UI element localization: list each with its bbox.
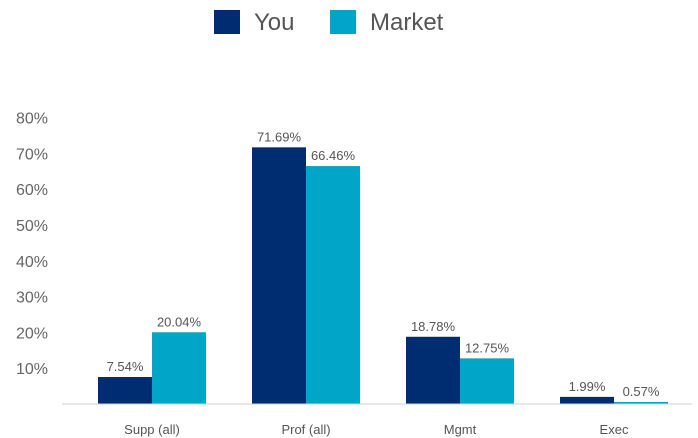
bar-market-1 [306,166,360,404]
x-category-label: Mgmt [444,422,477,437]
data-label: 12.75% [465,340,510,355]
bar-market-3 [614,401,668,404]
bar-series [98,147,668,404]
x-axis: Supp (all) Prof (all) Mgmt Exec [124,422,629,437]
bar-you-0 [98,377,152,404]
data-label: 71.69% [257,129,302,144]
y-tick-label: 50% [16,218,48,235]
y-tick-label: 80% [16,111,48,128]
y-tick-label: 70% [16,146,48,163]
bar-market-0 [152,332,206,404]
y-tick-label: 60% [16,182,48,199]
data-labels: 7.54% 20.04% 71.69% 66.46% 18.78% 12.75% 1.99%… [107,129,660,399]
y-tick-label: 20% [16,325,48,342]
legend-label: Market [370,9,444,36]
data-label: 20.04% [157,314,202,329]
x-category-label: Supp (all) [124,422,180,437]
y-tick-label: 30% [16,290,48,307]
bar-you-2 [406,336,460,404]
data-label: 7.54% [107,359,144,374]
y-axis: 10% 20% 30% 40% 50% 60% 70% 80% [16,111,48,379]
x-category-label: Exec [600,422,629,437]
y-tick-label: 40% [16,254,48,271]
data-label: 66.46% [311,148,356,163]
legend-swatch-market [330,10,356,34]
bar-you-3 [560,396,614,404]
data-label: 1.99% [569,379,606,394]
x-category-label: Prof (all) [281,422,330,437]
chart-legend: You Market [214,9,444,36]
data-label: 0.57% [623,384,660,399]
bar-you-1 [252,147,306,404]
legend-label: You [254,9,295,36]
data-label: 18.78% [411,319,456,334]
bar-market-2 [460,358,514,404]
y-tick-label: 10% [16,361,48,378]
legend-swatch-you [214,10,240,34]
